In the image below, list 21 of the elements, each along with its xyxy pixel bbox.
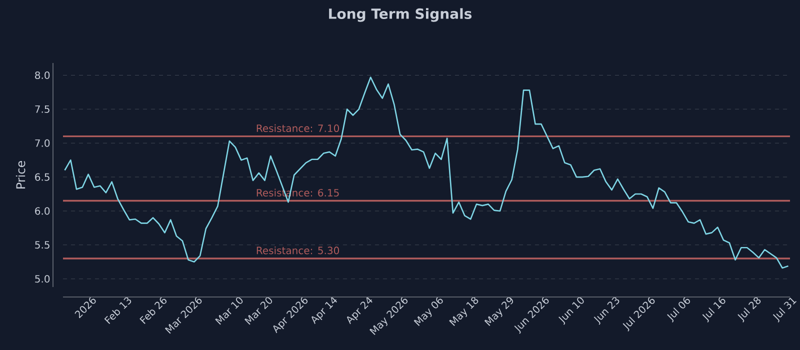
y-tick-label: 8.0 — [35, 71, 50, 80]
x-tick-label: Feb 13 — [104, 297, 132, 324]
x-tick-label: Apr 14 — [312, 296, 338, 324]
x-tick-label: Jul 16 — [702, 296, 726, 322]
ref-line-label: Resistance: 7.10 — [256, 124, 339, 132]
x-tick-label: Jun 10 — [558, 297, 584, 325]
y-tick-label: 5.5 — [35, 241, 50, 249]
y-tick-label: 5.0 — [35, 275, 50, 283]
x-tick-label: Feb 26 — [140, 296, 166, 324]
x-tick-label: Jul 28 — [738, 297, 761, 322]
y-tick-label: 7.0 — [35, 139, 50, 147]
ref-line-label: Resistance: 5.30 — [256, 246, 339, 254]
y-tick-label: 7.5 — [35, 105, 50, 113]
x-tick-label: Jun 23 — [594, 297, 620, 325]
y-axis-title: Price — [16, 160, 26, 188]
chart-title: Long Term Signals — [329, 8, 472, 22]
y-tick-label: 6.0 — [35, 207, 50, 215]
x-tick-label: Jul 31 — [772, 298, 797, 322]
x-tick-label: Jul 06 — [667, 296, 690, 322]
y-tick-label: 6.5 — [35, 173, 50, 181]
x-tick-label: Apr 24 — [346, 296, 372, 324]
